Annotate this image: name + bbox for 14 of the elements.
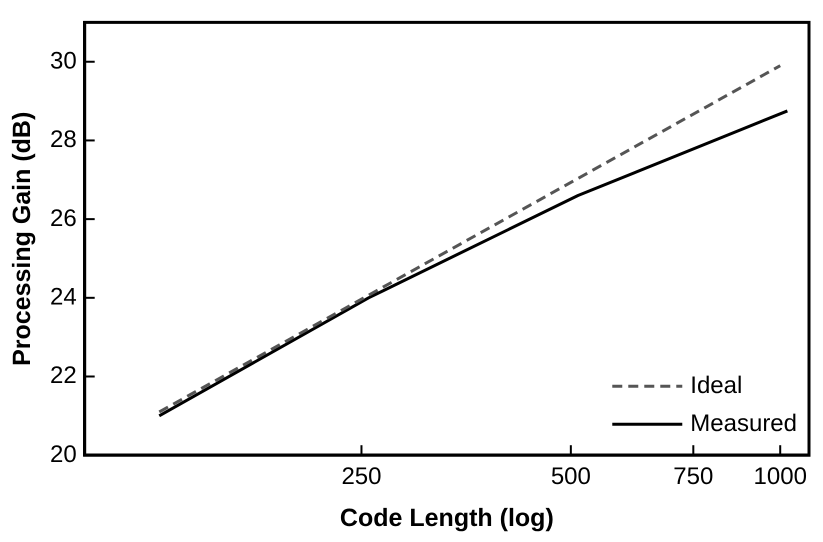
x-tick-label: 250 <box>341 463 382 490</box>
y-tick-label: 20 <box>50 440 77 468</box>
y-tick-label: 28 <box>50 126 77 154</box>
y-tick-label: 30 <box>50 47 77 74</box>
x-tick-label: 750 <box>673 463 714 490</box>
legend-label: Ideal <box>690 372 742 399</box>
legend-label: Measured <box>690 410 798 437</box>
y-tick-label: 22 <box>50 362 77 390</box>
x-tick-label: 500 <box>550 463 591 490</box>
y-tick-label: 24 <box>50 283 77 310</box>
x-tick-label: 1000 <box>754 463 807 490</box>
y-tick-label: 26 <box>50 204 77 232</box>
y-axis-title: Processing Gain (dB) <box>8 112 36 366</box>
x-axis-title: Code Length (log) <box>340 504 554 532</box>
